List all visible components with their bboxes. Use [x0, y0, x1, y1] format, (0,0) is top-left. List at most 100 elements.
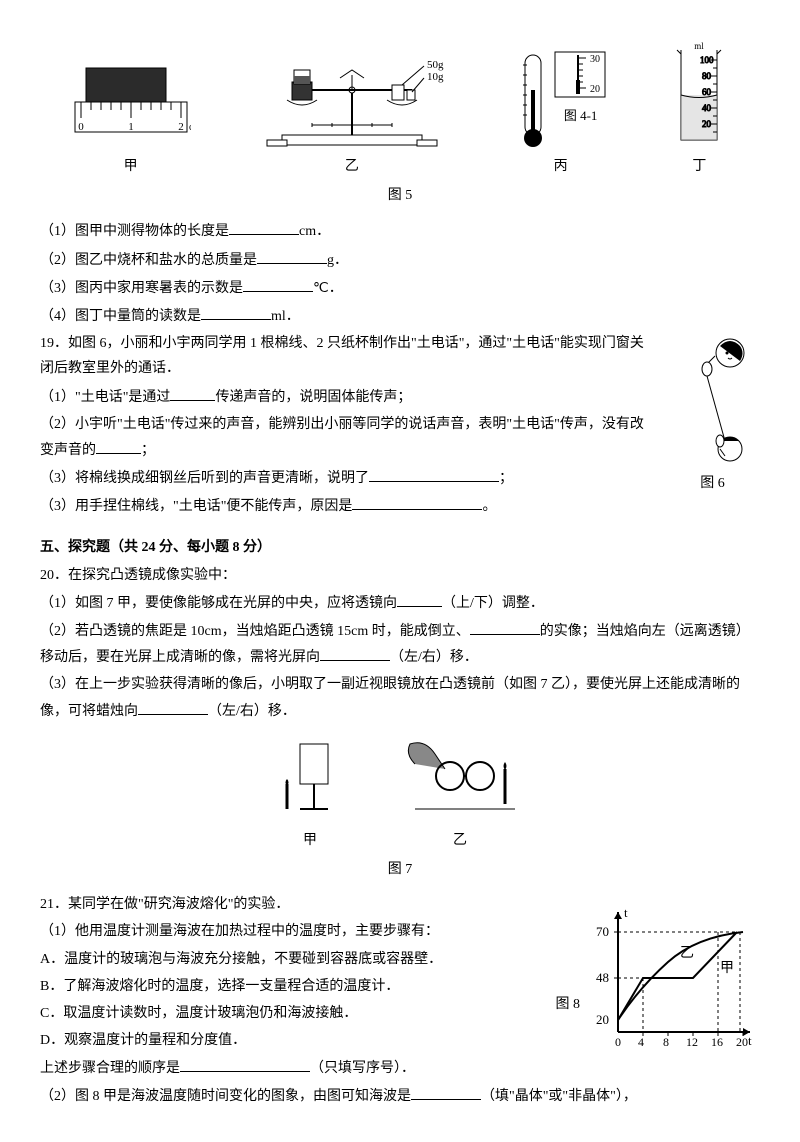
q20-blank-3[interactable] [138, 698, 208, 715]
q20-blank-1[interactable] [397, 590, 442, 607]
svg-text:40: 40 [702, 103, 712, 113]
q19-intro: 如图 6，小丽和小宇两同学用 1 根棉线、2 只纸杯制作出"土电话"，通过"土电… [40, 336, 644, 376]
q20-blank-2a[interactable] [470, 618, 540, 635]
q19-p1: （1）"土电话"是通过传递声音的，说明固体能传声； [40, 384, 760, 410]
fig6-svg [665, 331, 760, 471]
balance-svg: 50g 10g [252, 50, 452, 150]
thermo-side-label: 图 4-1 [564, 104, 598, 127]
fig5-thermo: 30 20 图 4-1 丙 [513, 50, 608, 179]
svg-text:2: 2 [178, 121, 184, 133]
svg-text:8: 8 [663, 1035, 669, 1049]
fig5-caption: 图 5 [40, 183, 760, 208]
q18-p3: （3）图丙中家用寒暑表的示数是℃． [40, 275, 760, 301]
q19-p3: （3）将棉线换成细钢丝后听到的声音更清晰，说明了 ； [40, 465, 760, 491]
q18-blank-4[interactable] [201, 303, 271, 320]
fig8-box: 70 48 20 0 4 8 12 16 20 [590, 902, 760, 1052]
q18-p2-suffix: g． [327, 253, 348, 268]
q19-blank-1[interactable] [170, 384, 215, 401]
q18-p1-prefix: （1）图甲中测得物体的长度是 [40, 224, 229, 239]
q21-order: 上述步骤合理的顺序是 （只填写序号）． [40, 1055, 760, 1081]
q19-p3-suffix: ； [499, 471, 513, 486]
svg-text:t: t [748, 1033, 752, 1048]
q20-blank-2b[interactable] [320, 644, 390, 661]
q18-p1-suffix: cm． [299, 224, 330, 239]
fig6-caption: 图 6 [665, 471, 760, 496]
svg-text:50g: 50g [427, 59, 444, 71]
svg-text:10g: 10g [427, 71, 444, 83]
svg-text:0: 0 [615, 1035, 621, 1049]
svg-text:30: 30 [590, 54, 600, 65]
svg-text:12: 12 [686, 1035, 698, 1049]
q21-blank-order[interactable] [180, 1055, 310, 1072]
q20-p1-suffix: （上/下）调整． [442, 596, 544, 611]
q19-number: 19． [40, 336, 68, 351]
q21-order-suffix: （只填写序号）． [310, 1061, 415, 1076]
q20-p1: （1）如图 7 甲，要使像能够成在光屏的中央，应将透镜向 （上/下）调整． [40, 590, 760, 616]
fig7-left: 甲 [275, 734, 345, 853]
thermo-label: 丙 [554, 154, 568, 179]
cylinder-svg: ml 100 80 60 40 20 [669, 40, 729, 150]
q18-blank-2[interactable] [257, 247, 327, 264]
svg-text:20: 20 [596, 1012, 609, 1027]
q21-order-prefix: 上述步骤合理的顺序是 [40, 1061, 180, 1076]
q19-blank-2[interactable] [96, 437, 141, 454]
svg-text:1: 1 [128, 121, 134, 133]
q21-p2-suffix: （填"晶体"或"非晶体"）， [481, 1089, 637, 1104]
q20-p3-suffix: （左/右）移． [208, 704, 296, 719]
q19-p2: （2）小宇听"土电话"传过来的声音，能辨别出小丽等同学的说话声音，表明"土电话"… [40, 412, 760, 463]
q19-block: 图 6 19．如图 6，小丽和小宇两同学用 1 根棉线、2 只纸杯制作出"土电话… [40, 331, 760, 521]
q20-p2: （2）若凸透镜的焦距是 10cm，当烛焰距凸透镜 15cm 时，能成倒立、的实像… [40, 618, 760, 670]
q21-blank-2[interactable] [411, 1083, 481, 1100]
fig8-caption: 图 8 [556, 992, 581, 1017]
q18-p4-prefix: （4）图丁中量筒的读数是 [40, 309, 201, 324]
svg-text:20: 20 [590, 84, 600, 95]
fig7-left-svg [275, 734, 345, 824]
q18-p3-suffix: ℃． [313, 281, 343, 296]
q19-p1-prefix: （1）"土电话"是通过 [40, 390, 170, 405]
balance-label: 乙 [345, 154, 359, 179]
q18-p4: （4）图丁中量筒的读数是ml． [40, 303, 760, 329]
q18-blank-1[interactable] [229, 218, 299, 235]
q19-blank-3[interactable] [369, 465, 499, 482]
svg-text:16: 16 [711, 1035, 723, 1049]
svg-text:乙: 乙 [680, 945, 694, 961]
q20-number: 20． [40, 568, 68, 583]
fig5-ruler: 0 1 2 cm 甲 [71, 60, 191, 179]
fig7-right-svg [395, 734, 525, 824]
svg-text:60: 60 [702, 87, 712, 97]
fig7-caption: 图 7 [40, 857, 760, 882]
svg-text:70: 70 [596, 924, 609, 939]
q18-blank-3[interactable] [243, 275, 313, 292]
q19-p3-prefix: （3）将棉线换成细钢丝后听到的声音更清晰，说明了 [40, 471, 369, 486]
ruler-svg: 0 1 2 cm [71, 60, 191, 150]
svg-text:ml: ml [695, 41, 705, 51]
fig5-balance: 50g 10g 乙 [252, 50, 452, 179]
ruler-label: 甲 [124, 154, 138, 179]
svg-text:t: t [624, 905, 628, 920]
q19-p4-suffix: 。 [482, 499, 496, 514]
q19-p4-prefix: （3）用手捏住棉线，"土电话"便不能传声，原因是 [40, 499, 352, 514]
q19-p2-suffix: ； [141, 443, 155, 458]
q20-p1-prefix: （1）如图 7 甲，要使像能够成在光屏的中央，应将透镜向 [40, 596, 397, 611]
cylinder-label: 丁 [692, 154, 706, 179]
svg-text:甲: 甲 [720, 961, 734, 976]
q21-number: 21． [40, 897, 68, 912]
q21-intro: 某同学在做"研究海波熔化"的实验． [68, 897, 289, 912]
q21-p2-prefix: （2）图 8 甲是海波温度随时间变化的图象，由图可知海波是 [40, 1089, 411, 1104]
figure-5-row: 0 1 2 cm 甲 [40, 40, 760, 179]
svg-text:80: 80 [702, 71, 712, 81]
q20-p2-prefix: （2）若凸透镜的焦距是 10cm，当烛焰距凸透镜 15cm 时，能成倒立、 [40, 624, 470, 639]
svg-text:100: 100 [700, 55, 714, 65]
q19-blank-4[interactable] [352, 493, 482, 510]
thermo-svg [513, 50, 553, 150]
fig7-right: 乙 [395, 734, 525, 853]
thermo-zoom-svg: 30 20 [553, 50, 608, 100]
q18-p1: （1）图甲中测得物体的长度是 cm． [40, 218, 760, 244]
q20-intro: 在探究凸透镜成像实验中： [68, 568, 236, 583]
figure-7-row: 甲 乙 [40, 734, 760, 853]
svg-text:0: 0 [78, 121, 84, 133]
svg-text:cm: cm [189, 122, 191, 133]
svg-text:4: 4 [638, 1035, 644, 1049]
q18-p2-prefix: （2）图乙中烧杯和盐水的总质量是 [40, 253, 257, 268]
q20-p2-suffix: （左/右）移． [390, 650, 478, 665]
